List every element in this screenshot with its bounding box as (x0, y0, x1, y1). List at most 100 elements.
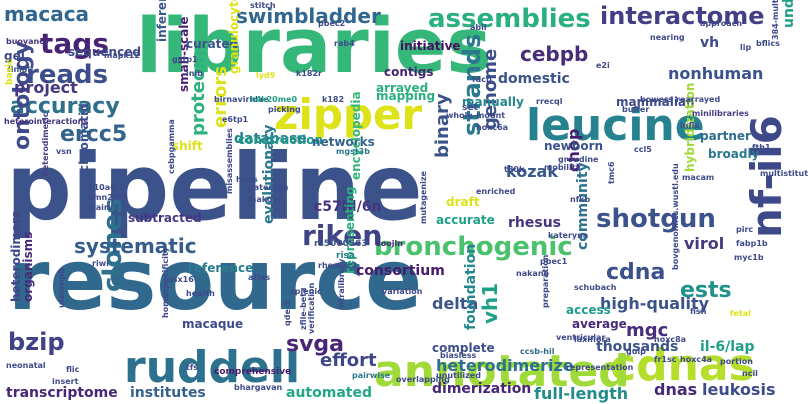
word: gulp (626, 347, 646, 356)
word: linial (8, 65, 31, 74)
word: hoxc4a (680, 355, 713, 364)
word: fish (690, 307, 707, 316)
word: ercc5 (60, 122, 128, 147)
word: hnes (236, 175, 258, 184)
word: comprehensive (214, 367, 292, 377)
word: insert (52, 377, 79, 386)
word: gel (4, 49, 25, 63)
word: rearrayed (676, 95, 721, 104)
word: high-quality (600, 294, 710, 313)
word: fetal (730, 309, 751, 318)
word: accuracy (10, 94, 120, 119)
word: arrayed (376, 81, 429, 95)
word: health (186, 289, 215, 298)
word: unutilized (436, 371, 481, 380)
word: c57bl/6n (314, 199, 382, 215)
word: whole-mount (446, 111, 506, 120)
word: mapk12 (104, 51, 140, 60)
word: pirc (736, 225, 754, 234)
word: delta (432, 294, 479, 313)
word: nonhuman (668, 64, 764, 83)
word: hoxc6a (476, 123, 509, 132)
word: laxiflora (574, 335, 611, 344)
word: mapping (376, 89, 436, 103)
word: zipper (274, 90, 423, 139)
word: tags (40, 27, 109, 60)
word: fdcp (472, 75, 492, 84)
word: svga (286, 332, 345, 357)
word: abil (470, 23, 487, 32)
word: transcriptome (6, 385, 118, 401)
word: birnaviridae (214, 95, 269, 104)
word: e2i (596, 61, 610, 70)
word: rs5000563 (314, 239, 368, 249)
word: organisms (21, 231, 35, 302)
word: h4k20me0 (250, 95, 298, 104)
word: 384-multicapillary (771, 0, 780, 40)
word: virol (684, 234, 725, 253)
word: riwi (92, 259, 109, 268)
word: makova (248, 195, 283, 204)
word: e6tp1 (222, 115, 249, 124)
word: bronchogenic (374, 232, 573, 262)
word: manually (462, 95, 524, 109)
word: binary (432, 93, 453, 158)
word: multistitutional (760, 169, 808, 178)
word: institutes (130, 385, 206, 401)
word: pairs (90, 203, 113, 212)
word: partner (700, 129, 751, 143)
word: accurate (436, 213, 495, 227)
word: kateryna (548, 231, 589, 240)
word: leucine (526, 100, 705, 151)
word: effort (320, 350, 377, 371)
word: dimerization (432, 381, 532, 397)
word: automated (286, 385, 372, 401)
word: bflics (756, 39, 780, 48)
word: cdnas (610, 340, 755, 391)
word: lip (740, 43, 752, 52)
word: mgc (626, 320, 669, 341)
word: overlapping (396, 375, 450, 384)
word: stitch (250, 1, 276, 10)
word: neonatal (6, 361, 46, 370)
word: average (572, 317, 627, 331)
word: rhesus (508, 215, 561, 231)
word: ssx16 (168, 275, 194, 284)
word: set (462, 103, 478, 113)
word: splenic (290, 287, 322, 296)
word: heterodimerize (436, 356, 574, 375)
word: preparation (541, 254, 550, 308)
word: vmn2r66 (88, 193, 128, 202)
word: risa (336, 251, 355, 261)
word: encyclopedia (349, 91, 363, 180)
word: soojin (376, 239, 403, 248)
word: ulsnrnpb (57, 268, 66, 308)
word: inference (155, 0, 169, 42)
word: bovgenomics.wustl.edu (671, 163, 680, 270)
word: qde-3 (283, 300, 292, 326)
word: flic (66, 365, 80, 374)
word: macam (682, 173, 715, 182)
word: macaca (4, 2, 90, 26)
word: interactome (600, 2, 765, 30)
word: zfile-beta (299, 287, 308, 330)
word: picking (268, 105, 301, 114)
word: ruddell (124, 342, 301, 393)
word: database (234, 131, 307, 147)
word: initiative (400, 39, 461, 53)
word: ests (680, 278, 732, 303)
word: full-length (534, 384, 629, 403)
word: biasless (440, 351, 477, 360)
word: portion (720, 357, 753, 366)
word: leukosis (702, 380, 776, 399)
word: rhemac2 (318, 261, 358, 270)
word: draft (446, 195, 480, 209)
word: schubach (574, 283, 617, 292)
word: cebpgamma (167, 119, 176, 174)
word: mobility (544, 163, 581, 172)
word: myc1b (734, 253, 764, 262)
word: granulocyte (227, 0, 241, 74)
word: newborn (544, 139, 604, 153)
word: fr1sc (654, 355, 677, 364)
